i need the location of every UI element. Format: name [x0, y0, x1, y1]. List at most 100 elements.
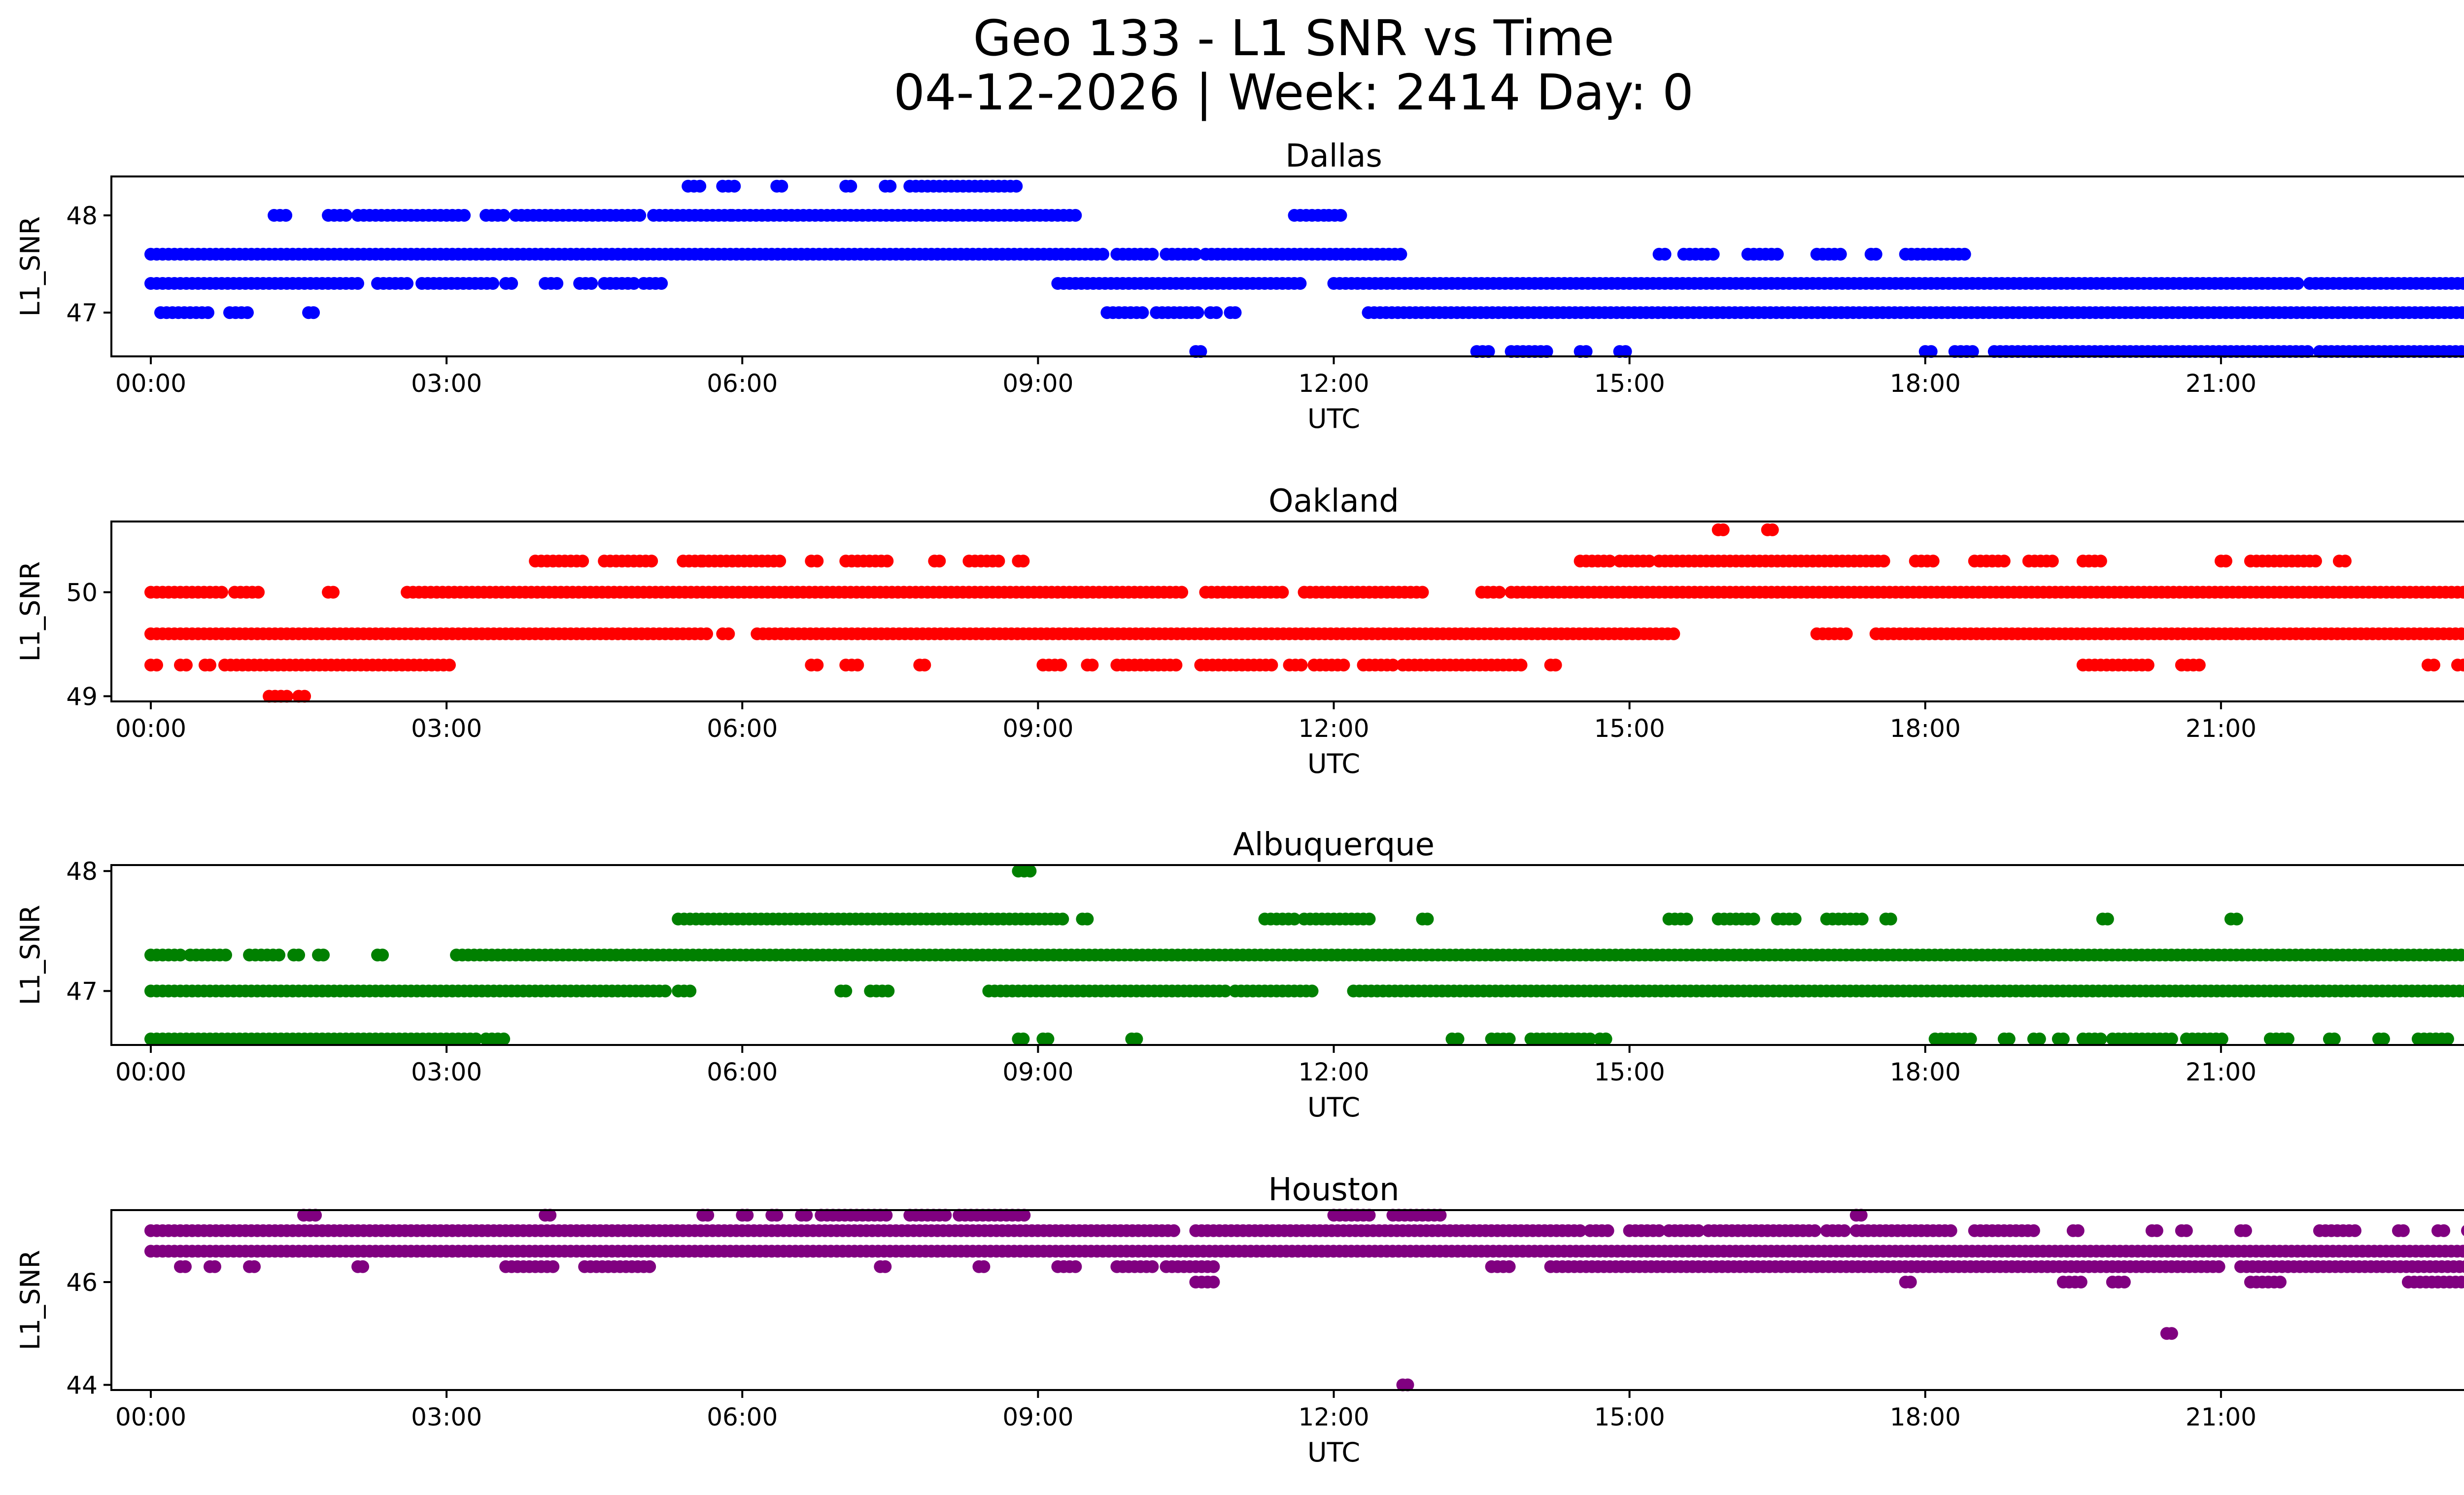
x-tick-label: 06:00: [707, 714, 778, 743]
x-tick-label: 03:00: [411, 1403, 482, 1431]
data-point: [2377, 1032, 2390, 1045]
data-point: [2463, 588, 2464, 596]
data-point: [1788, 912, 1802, 926]
figure-title-line2: 04-12-2026 | Week: 2414 Day: 0: [893, 64, 1693, 121]
data-point: [376, 948, 389, 962]
data-point: [1010, 179, 1023, 193]
x-axis-label: UTC: [1307, 1437, 1360, 1468]
x-tick-label: 18:00: [1890, 369, 1961, 398]
data-point: [811, 555, 824, 568]
x-tick-label: 09:00: [1002, 369, 1073, 398]
data-point: [547, 1260, 560, 1273]
data-point: [2192, 659, 2206, 672]
data-point: [1944, 1224, 1957, 1237]
data-point: [2212, 1260, 2225, 1273]
data-point: [1024, 865, 1037, 878]
data-point: [1416, 586, 1429, 599]
data-point: [1503, 1032, 1516, 1045]
data-point: [1086, 659, 1099, 672]
x-tick-label: 03:00: [411, 1058, 482, 1086]
x-tick-label: 00:00: [115, 714, 186, 743]
data-point: [1766, 523, 1779, 536]
data-point: [1926, 555, 1940, 568]
data-point: [1169, 659, 1183, 672]
data-point: [179, 1260, 192, 1273]
subplot-oakland: Oakland 00:00 03:00 06:00 09:00 12:00 15:00 18:…: [15, 483, 2464, 779]
data-point: [1265, 659, 1278, 672]
x-tick-label: 15:00: [1594, 1058, 1665, 1086]
data-point: [1175, 586, 1189, 599]
subplot-dallas: Dallas 00:00 03:00 06:00 09:00 12:00 15:00 18:0…: [15, 138, 2464, 434]
x-tick-label: 12:00: [1298, 369, 1369, 398]
data-point: [1394, 247, 1407, 261]
data-point: [2230, 912, 2243, 926]
subplot-title: Dallas: [1285, 138, 1382, 174]
data-point: [2309, 555, 2322, 568]
data-point: [497, 209, 511, 222]
data-point: [2281, 1032, 2294, 1045]
data-point: [693, 179, 707, 193]
data-point: [1904, 1276, 1917, 1288]
data-point: [1667, 627, 1680, 640]
data-point: [1305, 984, 1319, 998]
x-tick-label: 09:00: [1002, 714, 1073, 743]
data-point: [180, 659, 193, 672]
data-point: [2180, 1224, 2193, 1237]
subplot-title: Houston: [1268, 1172, 1400, 1208]
data-point: [811, 659, 824, 672]
data-point: [1054, 659, 1067, 672]
data-point: [1096, 247, 1109, 261]
x-tick-label: 15:00: [1594, 369, 1665, 398]
data-point: [1834, 247, 1847, 261]
data-point: [219, 948, 232, 962]
y-axis-label: L1_SNR: [15, 561, 46, 662]
data-point: [1295, 659, 1308, 672]
data-point: [1503, 1260, 1516, 1273]
data-point: [1482, 345, 1495, 358]
x-tick-label: 18:00: [1890, 1403, 1961, 1431]
data-point: [992, 555, 1005, 568]
x-tick-label: 09:00: [1002, 1058, 1073, 1086]
data-point: [933, 555, 946, 568]
data-point: [1540, 345, 1553, 358]
data-point: [881, 555, 894, 568]
data-point: [2396, 1224, 2410, 1237]
data-points: [144, 523, 2464, 703]
data-point: [1716, 523, 1730, 536]
x-tick-label: 06:00: [707, 369, 778, 398]
x-tick-label: 09:00: [1002, 1403, 1073, 1431]
data-point: [279, 209, 293, 222]
data-point: [1276, 586, 1289, 599]
data-point: [1549, 659, 1562, 672]
subplot-title: Albuquerque: [1233, 827, 1435, 863]
y-tick-label: 50: [66, 578, 98, 607]
data-point: [241, 306, 254, 319]
x-tick-label: 00:00: [115, 1403, 186, 1431]
data-point: [1189, 247, 1202, 261]
data-point: [1924, 345, 1938, 358]
x-tick-label: 00:00: [115, 1058, 186, 1086]
data-point: [1210, 306, 1223, 319]
data-point: [1747, 912, 1760, 926]
data-point: [1041, 1032, 1055, 1045]
data-point: [340, 209, 353, 222]
data-point: [2027, 1224, 2040, 1237]
data-point: [2094, 555, 2107, 568]
data-point: [659, 984, 672, 998]
data-point: [884, 179, 897, 193]
data-point: [655, 277, 668, 290]
data-point: [2056, 1032, 2070, 1045]
data-point: [839, 984, 853, 998]
x-tick-label: 21:00: [2186, 369, 2257, 398]
x-tick-label: 12:00: [1298, 1058, 1369, 1086]
data-point: [633, 209, 647, 222]
data-point: [1081, 912, 1094, 926]
y-axis-label: L1_SNR: [15, 905, 46, 1006]
subplot-panels: Dallas 00:00 03:00 06:00 09:00 12:00 15:00 18:0…: [15, 138, 2464, 1468]
data-point: [150, 659, 163, 672]
data-point: [2141, 659, 2155, 672]
data-point: [1514, 659, 1528, 672]
data-point: [2071, 1224, 2085, 1237]
data-point: [1884, 912, 1897, 926]
